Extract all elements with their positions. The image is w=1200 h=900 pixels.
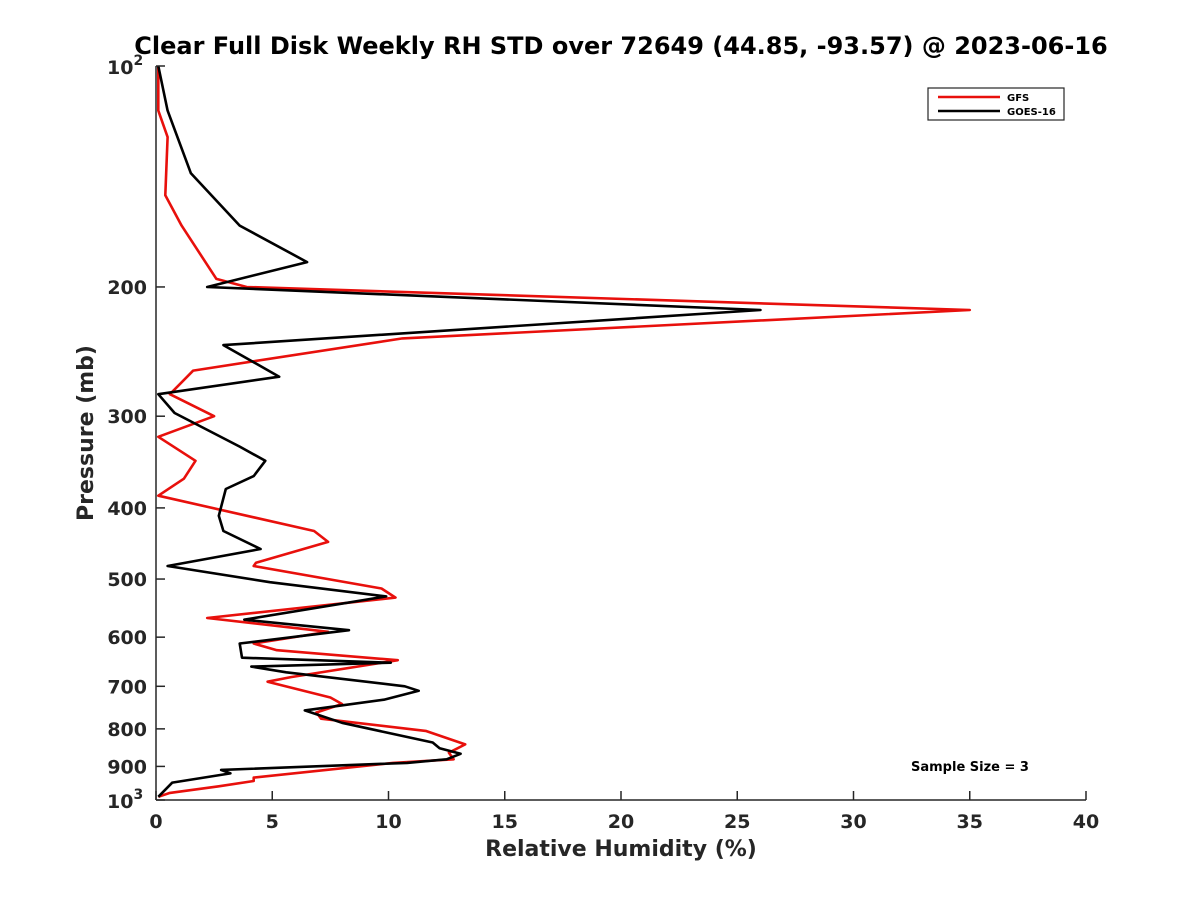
y-tick-label: 600: [107, 627, 147, 649]
y-tick-label-power: 102: [107, 53, 143, 79]
legend-label-gfs: GFS: [1007, 93, 1029, 104]
x-tick-label: 0: [149, 811, 162, 833]
x-axis-ticks: 0 5 10 15 20 25 30 35 40: [149, 791, 1099, 833]
y-tick-label-power: 103: [107, 787, 143, 813]
series-line-gfs: [157, 66, 972, 799]
y-tick-label: 200: [107, 277, 147, 299]
y-axis-label: Pressure (mb): [74, 345, 99, 521]
x-tick-label: 25: [724, 811, 750, 833]
x-axis-label: Relative Humidity (%): [485, 837, 757, 862]
legend: GFS GOES-16: [927, 87, 1065, 121]
x-tick-label: 30: [840, 811, 866, 833]
x-tick-label: 20: [608, 811, 634, 833]
x-tick-label: 35: [957, 811, 983, 833]
legend-label-goes-16: GOES-16: [1007, 107, 1056, 118]
x-tick-label: 40: [1073, 811, 1099, 833]
legend-box: [927, 87, 1065, 121]
y-tick-label: 900: [107, 756, 147, 778]
y-axis-ticks: 102 200 300 400 500 600 700 800 900 103: [107, 53, 165, 813]
x-tick-label: 10: [375, 811, 401, 833]
y-tick-label: 500: [107, 569, 147, 591]
sample-size-annotation: Sample Size = 3: [911, 760, 1029, 775]
y-tick-label: 400: [107, 498, 147, 520]
y-tick-label: 300: [107, 406, 147, 428]
y-tick-label: 700: [107, 676, 147, 698]
x-tick-label: 15: [492, 811, 518, 833]
chart-title: Clear Full Disk Weekly RH STD over 72649…: [134, 32, 1107, 60]
x-tick-label: 5: [266, 811, 279, 833]
series-line-goes-16: [157, 65, 762, 798]
y-tick-label: 800: [107, 719, 147, 741]
series-layer: [157, 65, 972, 799]
